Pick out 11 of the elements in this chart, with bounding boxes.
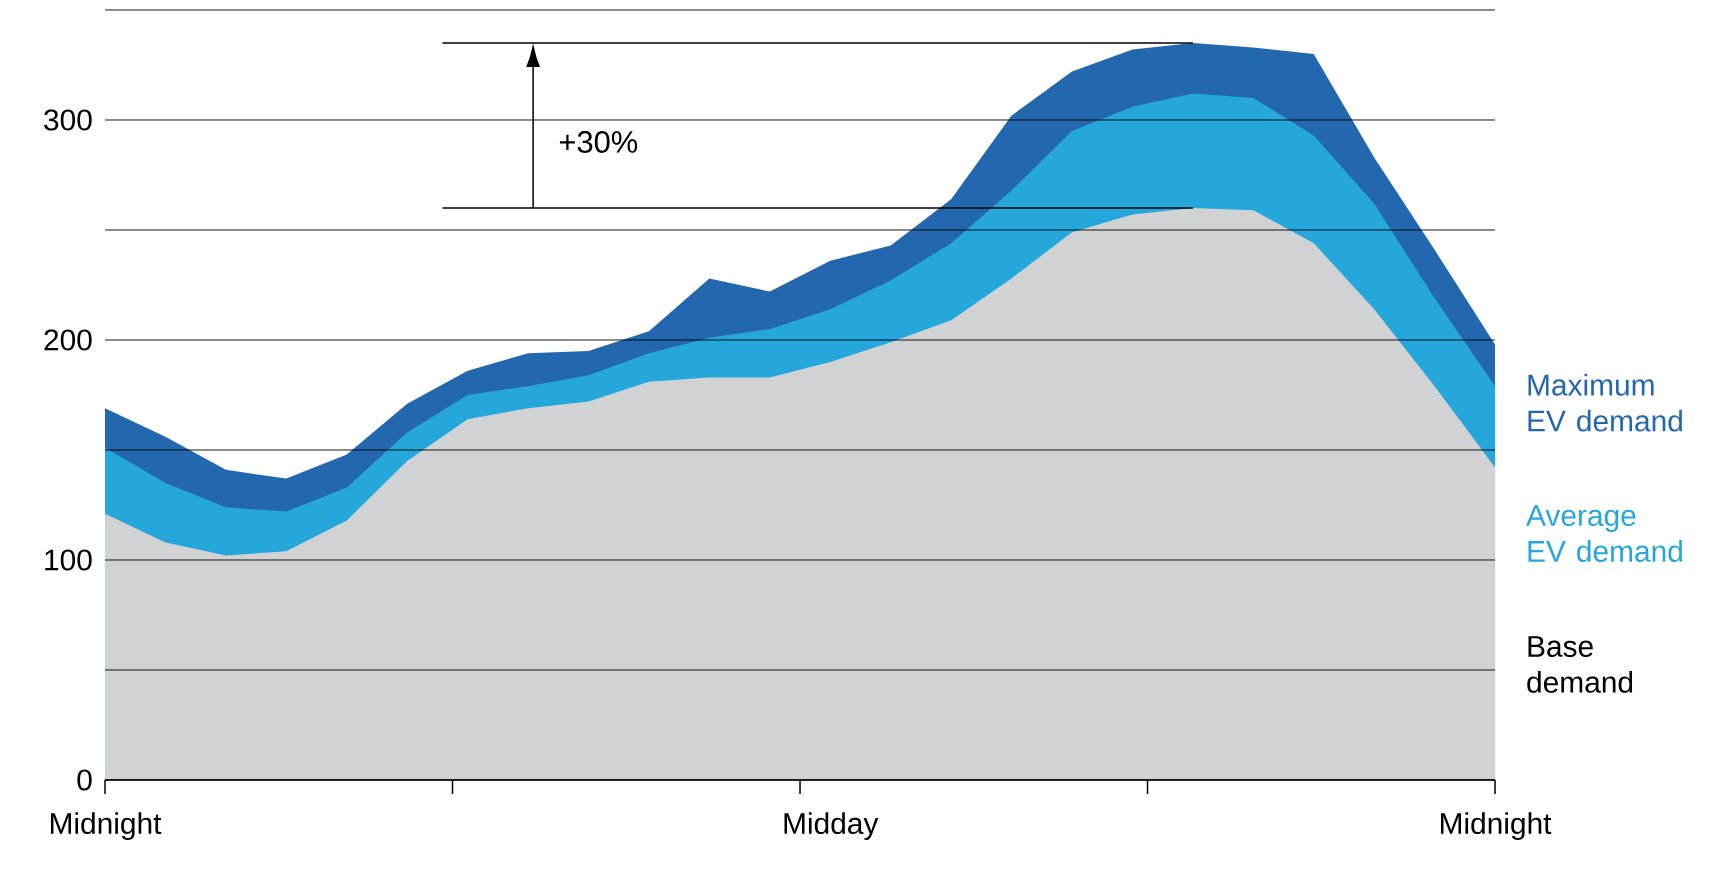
series-label: Maximum EV demand: [1528, 373, 1682, 432]
x-tick-label: Midnight: [1441, 812, 1552, 841]
annotation: +30%: [559, 131, 638, 153]
y-tick-label: 100: [45, 549, 92, 571]
x-tick-label: Midnight: [50, 812, 162, 841]
series-label: Average EV demand: [1526, 505, 1682, 562]
series-label: Base demand: [1527, 636, 1633, 693]
y-tick-label: 300: [44, 109, 92, 131]
x-tick-label: Midday: [784, 812, 879, 841]
y-tick-label: 200: [44, 329, 92, 351]
y-tick-label: 0: [77, 769, 92, 791]
